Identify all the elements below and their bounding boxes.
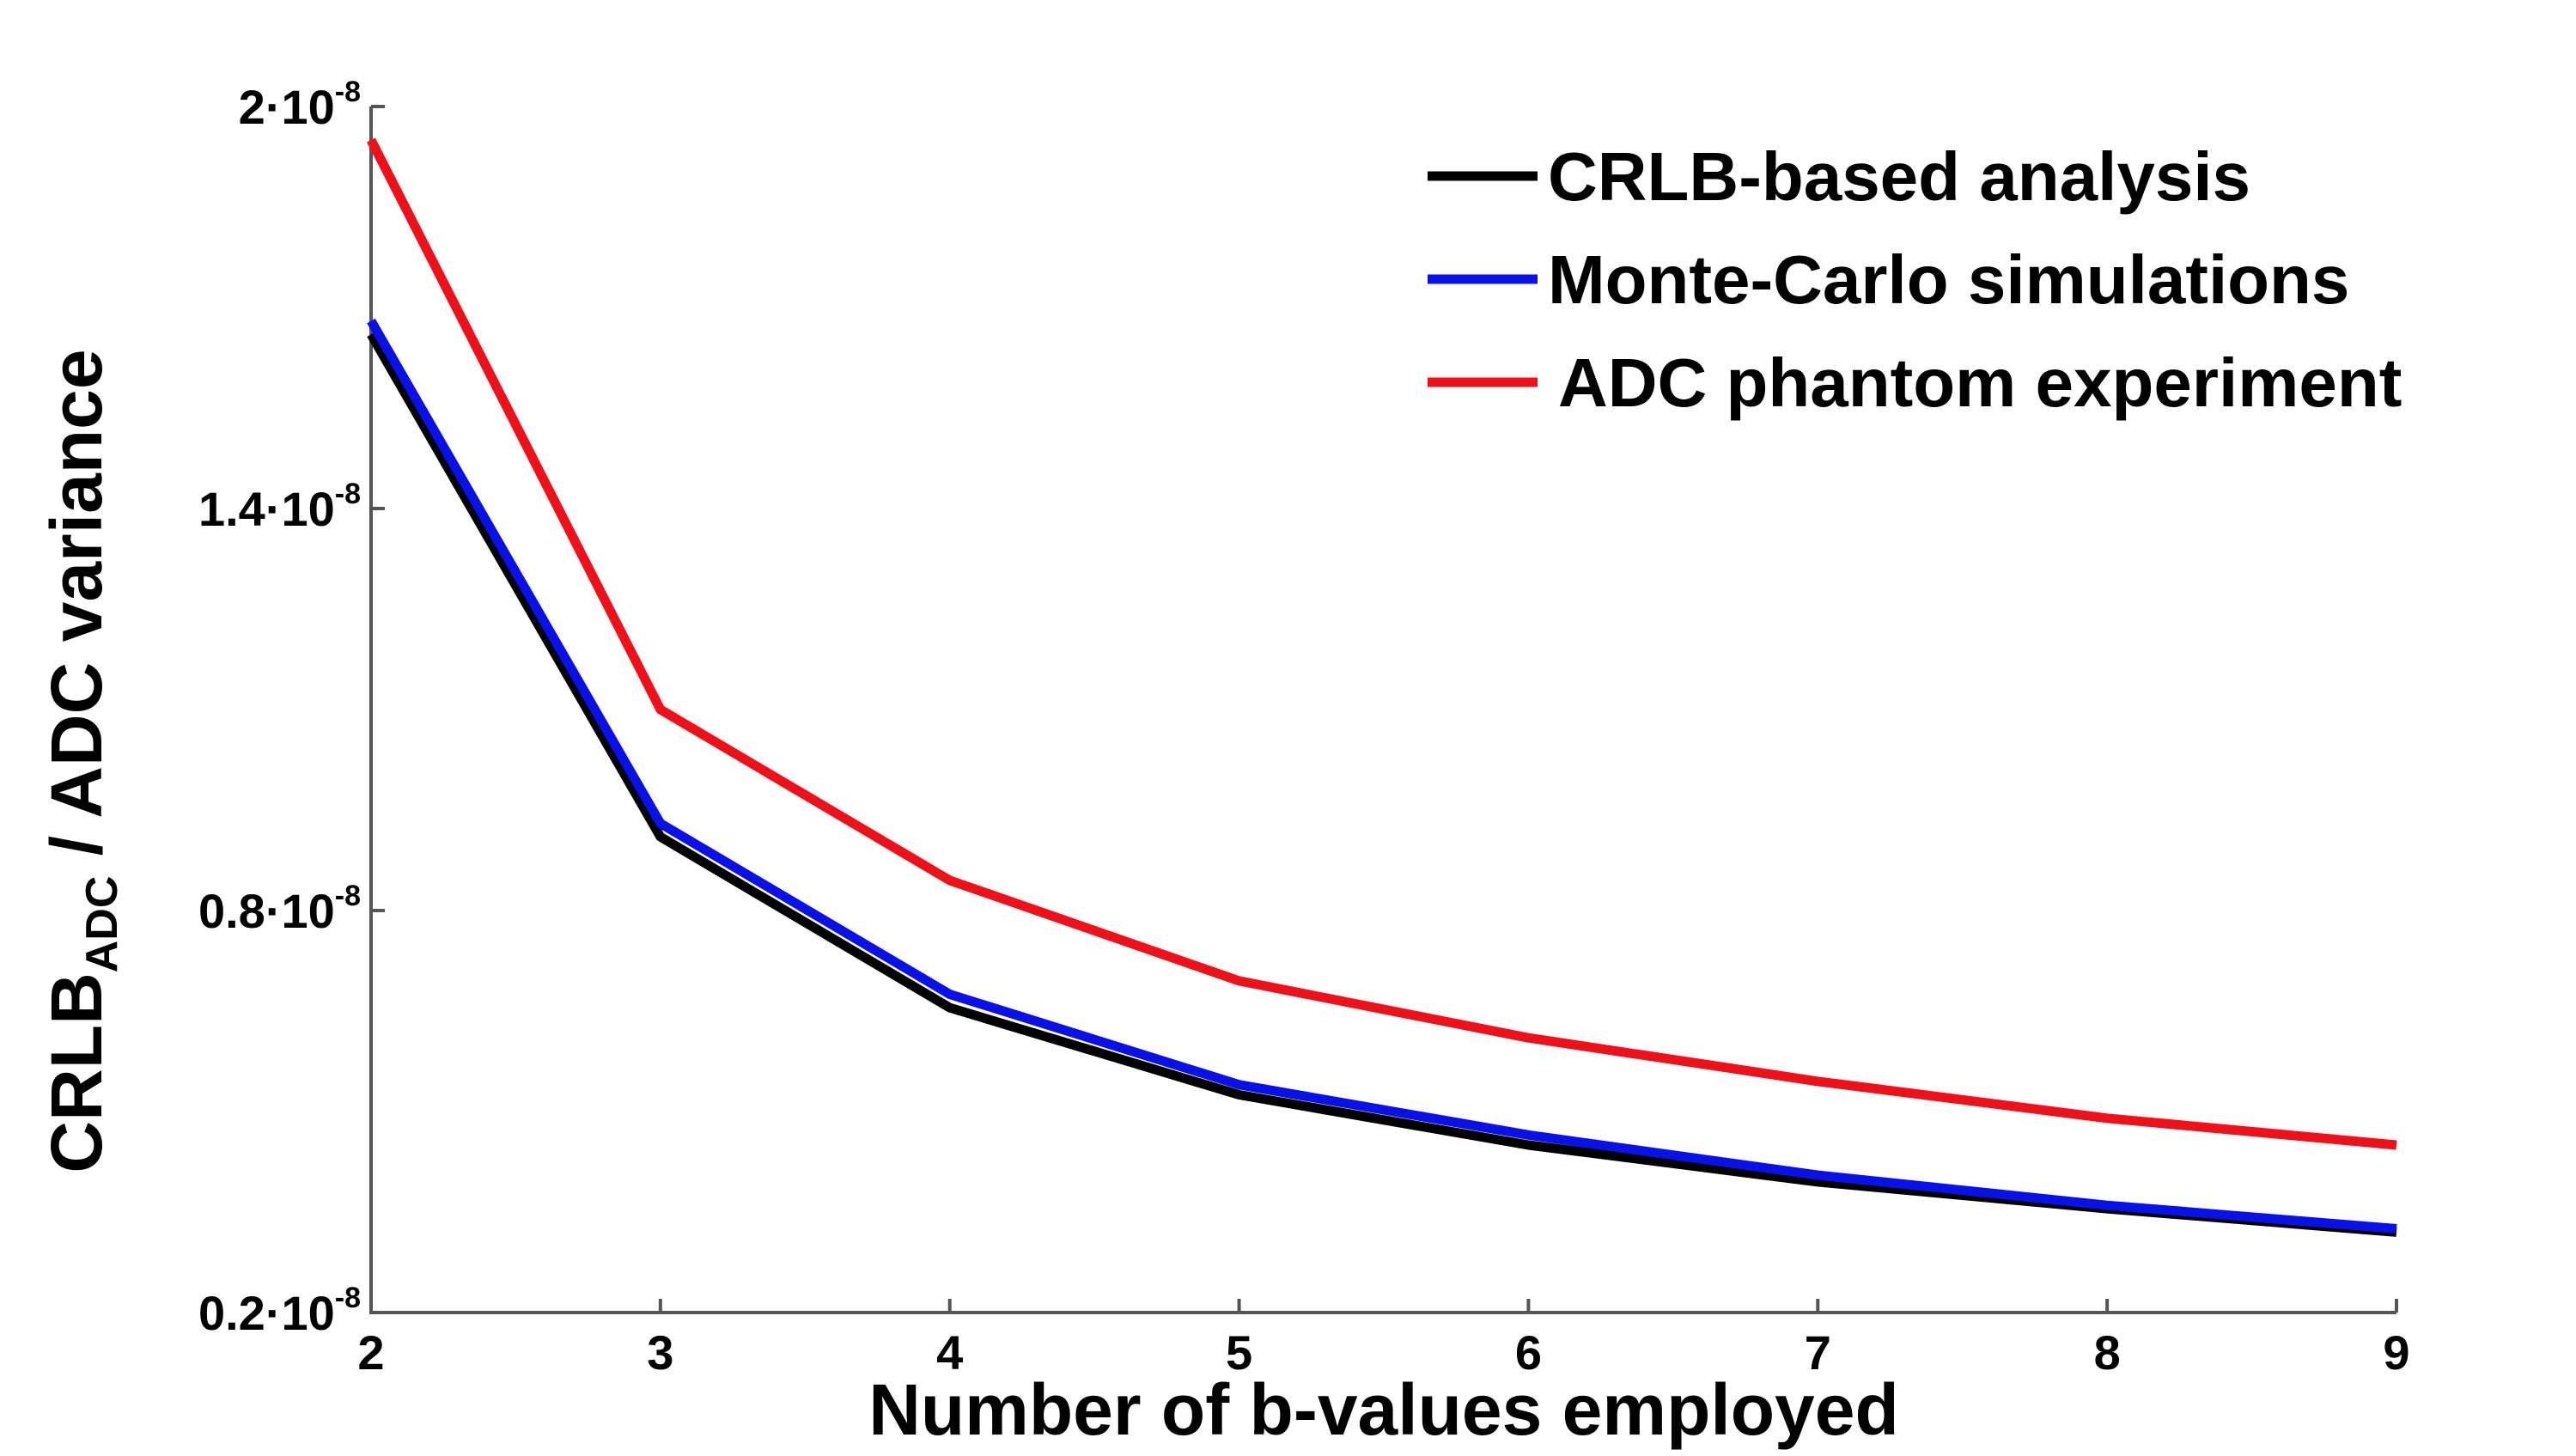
- series-line-1: [367, 332, 2397, 1237]
- x-axis-title: Number of b-values employed: [868, 1369, 1899, 1450]
- y-axis-title-rest: / ADC variance: [36, 349, 117, 875]
- y-axis-title-subscript: ADC: [77, 876, 127, 973]
- x-tick-label: 6: [1515, 1325, 1542, 1380]
- x-tick-label: 5: [1226, 1325, 1252, 1380]
- series-line-2: [367, 318, 2397, 1234]
- y-axis-title: CRLBADC / ADC variance: [36, 349, 127, 1173]
- x-tick-label: 4: [936, 1325, 963, 1380]
- series-line-3: [367, 137, 2397, 1150]
- x-tick-label: 8: [2094, 1325, 2121, 1380]
- y-tick-label: 0.2·10-8: [198, 1282, 361, 1340]
- x-tick-label: 7: [1805, 1325, 1831, 1380]
- legend-label-1: CRLB-based analysis: [1548, 138, 2250, 215]
- series-layer: [367, 137, 2397, 1237]
- y-tick-label: 0.8·10-8: [198, 880, 361, 938]
- legend-label-3: ADC phantom experiment: [1558, 344, 2402, 421]
- y-axis-title-main: CRLB: [36, 972, 117, 1173]
- tick-labels: 2 3 4 5 6 7 8 9 0.2·10-8 0.8·10-8 1.4·10-8 2·10-8: [198, 76, 2410, 1380]
- x-tick-label: 3: [647, 1325, 673, 1380]
- legend: CRLB-based analysis Monte-Carlo simulatio…: [1428, 138, 2402, 421]
- y-tick-label: 1.4·10-8: [198, 478, 361, 536]
- legend-label-2: Monte-Carlo simulations: [1548, 241, 2349, 318]
- axes: [369, 105, 2398, 1314]
- y-tick-label: 2·10-8: [239, 76, 361, 134]
- x-tick-label: 2: [357, 1325, 384, 1380]
- x-tick-label: 9: [2383, 1325, 2409, 1380]
